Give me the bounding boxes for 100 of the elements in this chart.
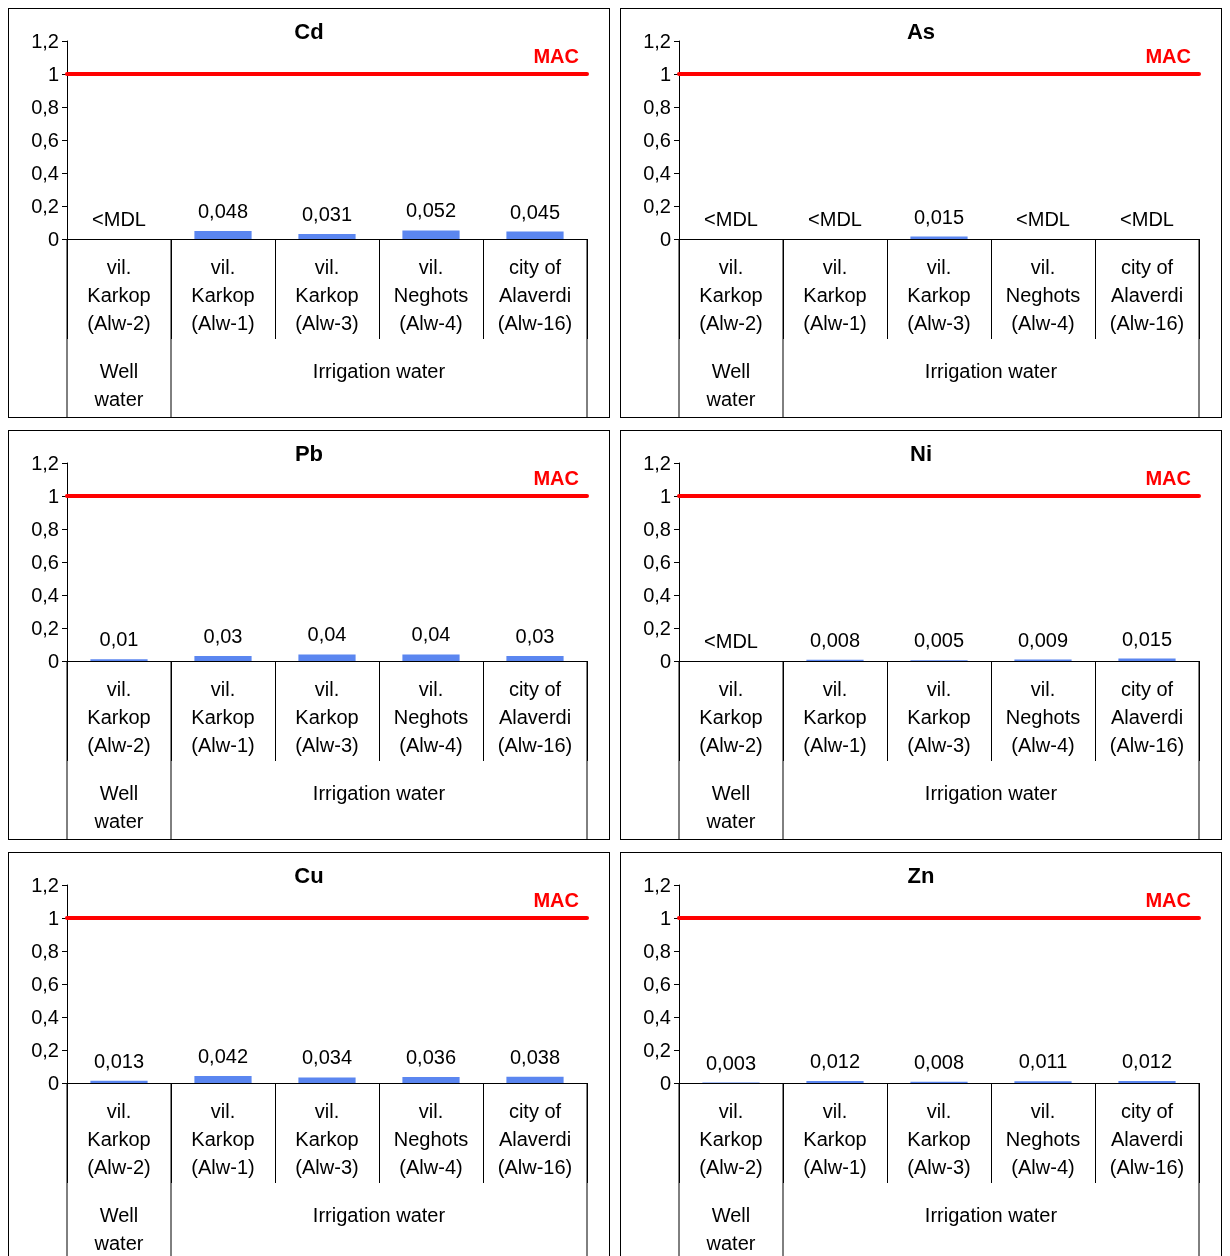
y-tick-label: 0,4 bbox=[643, 1006, 671, 1028]
ref-line-label: MAC bbox=[1145, 889, 1191, 911]
text: <MDL bbox=[704, 208, 758, 230]
data-label: 0,009 bbox=[1017, 628, 1069, 651]
text: Irrigation water bbox=[312, 1204, 446, 1226]
y-tick-label: 0,6 bbox=[31, 973, 59, 995]
data-label: 0,008 bbox=[913, 1050, 965, 1073]
chart-title: Cd bbox=[294, 18, 324, 44]
text: Well water bbox=[705, 360, 756, 410]
y-tick-label: 0 bbox=[659, 228, 671, 250]
x-tick-label: vil. Karkop (Alw-1) bbox=[191, 678, 255, 756]
data-label: 0,048 bbox=[197, 200, 249, 223]
text: Well water bbox=[93, 1204, 144, 1254]
x-tick-label: vil. Karkop (Alw-1) bbox=[191, 256, 255, 334]
y-tick-label: 0 bbox=[47, 228, 59, 250]
y-tick-label: 1 bbox=[659, 485, 671, 507]
data-label: 0,01 bbox=[99, 628, 139, 651]
x-tick-label: city of Alaverdi (Alw-16) bbox=[497, 678, 573, 756]
data-label: 0,015 bbox=[913, 205, 965, 228]
data-label: 0,03 bbox=[515, 625, 555, 648]
text: Irrigation water bbox=[924, 360, 1058, 382]
text: Irrigation water bbox=[312, 360, 446, 382]
y-tick-label: 0,6 bbox=[31, 129, 59, 151]
x-tick-label: vil. Neghots (Alw-4) bbox=[393, 256, 469, 334]
text: Irrigation water bbox=[924, 782, 1058, 804]
data-label: 0,045 bbox=[509, 200, 561, 223]
x-tick-label: vil. Karkop (Alw-2) bbox=[87, 256, 151, 334]
x-tick-label: vil. Karkop (Alw-2) bbox=[699, 256, 763, 334]
x-tick-label: city of Alaverdi (Alw-16) bbox=[497, 256, 573, 334]
y-tick-label: 0,8 bbox=[643, 96, 671, 118]
chart-title: Cu bbox=[294, 862, 324, 888]
x-tick-label: vil. Karkop (Alw-1) bbox=[803, 256, 867, 334]
data-label: 0,011 bbox=[1018, 1050, 1068, 1073]
y-tick-label: 1 bbox=[659, 907, 671, 929]
x-tick-label: vil. Karkop (Alw-3) bbox=[907, 256, 971, 334]
data-label: 0,015 bbox=[1121, 627, 1173, 650]
data-label: 0,036 bbox=[405, 1046, 457, 1069]
y-tick-label: 0,2 bbox=[31, 195, 59, 217]
x-tick-label: vil. Karkop (Alw-3) bbox=[295, 678, 359, 756]
ref-line-label: MAC bbox=[533, 45, 579, 67]
data-label: 0,008 bbox=[809, 628, 861, 651]
x-tick-label: vil. Karkop (Alw-1) bbox=[803, 1100, 867, 1178]
data-label: 0,038 bbox=[509, 1045, 561, 1068]
y-tick-label: 0,6 bbox=[643, 129, 671, 151]
y-tick-label: 0,8 bbox=[31, 940, 59, 962]
y-tick-label: 1,2 bbox=[643, 452, 671, 474]
y-tick-label: 0,8 bbox=[31, 96, 59, 118]
x-tick-label: vil. Neghots (Alw-4) bbox=[1005, 1100, 1081, 1178]
data-label: 0,052 bbox=[405, 199, 457, 222]
y-tick-label: 1 bbox=[47, 907, 59, 929]
text: <MDL bbox=[92, 208, 146, 230]
x-tick-label: city of Alaverdi (Alw-16) bbox=[497, 1100, 573, 1178]
y-tick-label: 0,2 bbox=[31, 617, 59, 639]
y-tick-label: 0 bbox=[47, 650, 59, 672]
data-label: 0,03 bbox=[203, 625, 243, 648]
x-tick-label: city of Alaverdi (Alw-16) bbox=[1109, 1100, 1185, 1178]
data-label: 0,042 bbox=[197, 1045, 249, 1068]
x-tick-label: vil. Karkop (Alw-3) bbox=[907, 678, 971, 756]
text: <MDL bbox=[704, 630, 758, 652]
x-tick-label: vil. Karkop (Alw-3) bbox=[295, 256, 359, 334]
y-tick-label: 0,2 bbox=[31, 1039, 59, 1061]
ref-line-label: MAC bbox=[533, 467, 579, 489]
y-tick-label: 0,8 bbox=[643, 940, 671, 962]
chart-title: Zn bbox=[907, 862, 935, 888]
y-tick-label: 1 bbox=[47, 63, 59, 85]
data-label: 0,013 bbox=[93, 1049, 145, 1072]
text: Well water bbox=[93, 782, 144, 832]
x-tick-label: vil. Karkop (Alw-3) bbox=[907, 1100, 971, 1178]
y-tick-label: 1,2 bbox=[31, 452, 59, 474]
data-label: 0,012 bbox=[809, 1050, 861, 1073]
x-tick-label: city of Alaverdi (Alw-16) bbox=[1109, 678, 1185, 756]
ref-line-label: MAC bbox=[533, 889, 579, 911]
y-tick-label: 1,2 bbox=[643, 30, 671, 52]
x-tick-label: vil. Neghots (Alw-4) bbox=[1005, 678, 1081, 756]
y-tick-label: 0,8 bbox=[643, 518, 671, 540]
chart-title: Ni bbox=[910, 440, 932, 466]
y-tick-label: 0,4 bbox=[31, 1006, 59, 1028]
text: <MDL bbox=[1120, 208, 1174, 230]
data-label: 0,031 bbox=[301, 202, 353, 225]
y-tick-label: 0,4 bbox=[643, 162, 671, 184]
x-tick-label: vil. Neghots (Alw-4) bbox=[393, 678, 469, 756]
data-label: 0,012 bbox=[1121, 1050, 1173, 1073]
y-tick-label: 1,2 bbox=[31, 874, 59, 896]
ref-line-label: MAC bbox=[1145, 467, 1191, 489]
text: <MDL bbox=[808, 208, 862, 230]
x-tick-label: vil. Karkop (Alw-1) bbox=[191, 1100, 255, 1178]
y-tick-label: 0,8 bbox=[31, 518, 59, 540]
y-tick-label: 0,2 bbox=[643, 617, 671, 639]
y-tick-label: 0,2 bbox=[643, 1039, 671, 1061]
y-tick-label: 1 bbox=[659, 63, 671, 85]
y-tick-label: 0,4 bbox=[643, 584, 671, 606]
x-tick-label: vil. Karkop (Alw-1) bbox=[803, 678, 867, 756]
y-tick-label: 0,6 bbox=[31, 551, 59, 573]
y-tick-label: 0 bbox=[659, 1072, 671, 1094]
y-tick-label: 0,4 bbox=[31, 162, 59, 184]
text: Well water bbox=[705, 782, 756, 832]
y-tick-label: 0 bbox=[47, 1072, 59, 1094]
data-label: 0,003 bbox=[705, 1051, 757, 1074]
text: Well water bbox=[705, 1204, 756, 1254]
text: Irrigation water bbox=[924, 1204, 1058, 1226]
